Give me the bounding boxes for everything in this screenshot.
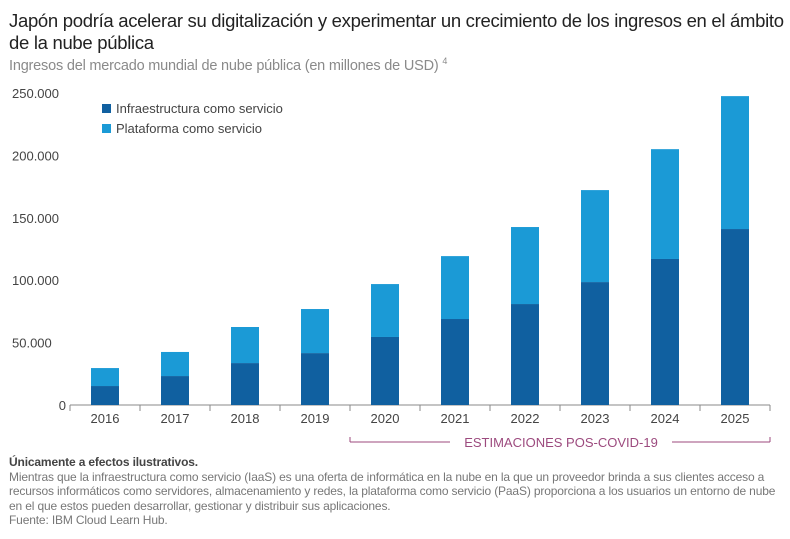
- bar-iaas-2016: [91, 386, 119, 405]
- x-tick-label: 2017: [161, 411, 190, 426]
- legend-label: Plataforma como servicio: [116, 121, 262, 136]
- bar-iaas-2018: [231, 363, 259, 405]
- x-tick-label: 2025: [721, 411, 750, 426]
- bar-iaas-2024: [651, 258, 679, 405]
- bar-paas-2021: [441, 256, 469, 320]
- bar-paas-2016: [91, 368, 119, 387]
- bar-iaas-2022: [511, 304, 539, 405]
- bar-paas-2022: [511, 227, 539, 305]
- x-tick-label: 2024: [651, 411, 680, 426]
- y-tick-label: 100.000: [12, 273, 59, 288]
- bar-paas-2023: [581, 190, 609, 283]
- x-tick-label: 2016: [91, 411, 120, 426]
- bar-paas-2020: [371, 284, 399, 337]
- subtitle-footnote-ref: 4: [442, 56, 448, 66]
- x-tick-label: 2022: [511, 411, 540, 426]
- bar-paas-2017: [161, 351, 189, 377]
- y-tick-label: 250.000: [12, 86, 59, 101]
- subtitle-text: Ingresos del mercado mundial de nube púb…: [9, 57, 439, 74]
- bar-paas-2019: [301, 309, 329, 354]
- annotation-label: ESTIMACIONES POS-COVID-19: [464, 435, 658, 450]
- bar-iaas-2017: [161, 376, 189, 405]
- chart-title: Japón podría acelerar su digitalización …: [9, 10, 784, 53]
- x-tick-label: 2020: [371, 411, 400, 426]
- y-tick-label: 200.000: [12, 148, 59, 163]
- x-tick-label: 2018: [231, 411, 260, 426]
- legend-swatch: [102, 124, 111, 133]
- source: Fuente: IBM Cloud Learn Hub.: [9, 513, 168, 528]
- bar-paas-2024: [651, 149, 679, 259]
- chart-subtitle: Ingresos del mercado mundial de nube púb…: [9, 56, 447, 74]
- description: Mientras que la infraestructura como ser…: [9, 469, 776, 513]
- legend-swatch: [102, 104, 111, 113]
- y-tick-label: 150.000: [12, 211, 59, 226]
- bar-iaas-2023: [581, 282, 609, 405]
- y-tick-label: 50.000: [12, 336, 52, 351]
- bar-iaas-2025: [721, 229, 749, 405]
- legend-label: Infraestructura como servicio: [116, 101, 283, 116]
- x-tick-label: 2019: [301, 411, 330, 426]
- footnotes: Únicamente a efectos ilustrativos. Mient…: [9, 455, 789, 528]
- bar-iaas-2020: [371, 336, 399, 405]
- bar-paas-2025: [721, 96, 749, 230]
- bar-iaas-2021: [441, 319, 469, 405]
- disclaimer: Únicamente a efectos ilustrativos.: [9, 455, 198, 469]
- x-tick-label: 2021: [441, 411, 470, 426]
- y-tick-label: 0: [59, 398, 66, 413]
- x-tick-label: 2023: [581, 411, 610, 426]
- bar-iaas-2019: [301, 353, 329, 405]
- bar-paas-2018: [231, 327, 259, 364]
